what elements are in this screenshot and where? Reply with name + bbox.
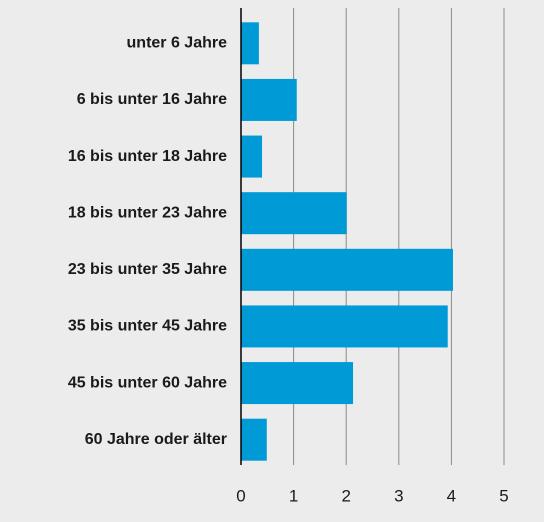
bar <box>241 135 263 178</box>
x-tick-label: 4 <box>447 486 456 505</box>
y-tick-label: 18 bis unter 23 Jahre <box>68 204 227 221</box>
x-tick-label: 5 <box>499 486 508 505</box>
x-tick-label: 2 <box>341 486 350 505</box>
bar <box>241 192 347 235</box>
bar <box>241 418 267 461</box>
x-tick-label: 3 <box>394 486 403 505</box>
y-tick-label: 35 bis unter 45 Jahre <box>68 318 227 335</box>
y-tick-label: 23 bis unter 35 Jahre <box>68 261 227 278</box>
y-tick-label: 6 bis unter 16 Jahre <box>77 91 227 108</box>
y-tick-label: 45 bis unter 60 Jahre <box>68 374 227 391</box>
bar <box>241 362 354 405</box>
bar <box>241 248 453 291</box>
y-tick-label: 16 bis unter 18 Jahre <box>68 148 227 165</box>
x-tick-label: 0 <box>236 486 245 505</box>
y-tick-label: unter 6 Jahre <box>127 35 228 52</box>
y-tick-label: 60 Jahre oder älter <box>85 431 227 448</box>
bar <box>241 22 259 65</box>
x-tick-label: 1 <box>289 486 298 505</box>
bar <box>241 78 297 121</box>
bar <box>241 305 448 348</box>
